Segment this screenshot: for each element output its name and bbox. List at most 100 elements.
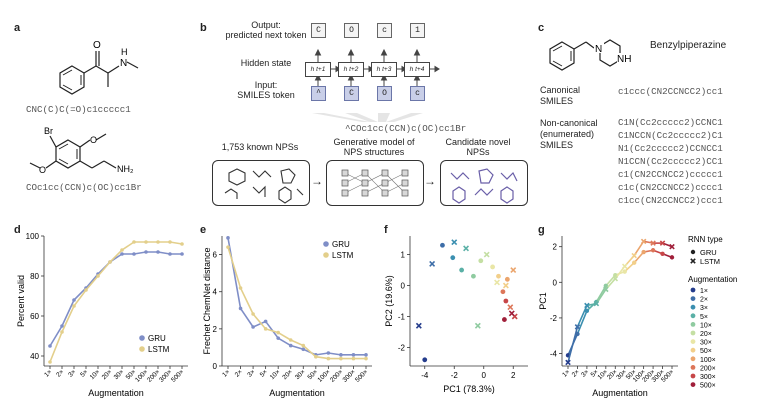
y-tick-label: 100 xyxy=(26,232,40,241)
input-token-1: ^ xyxy=(311,86,326,101)
output-row-label: Output: predicted next token xyxy=(225,20,307,40)
data-point xyxy=(650,240,656,246)
data-point xyxy=(288,343,293,348)
scatter-point xyxy=(494,279,500,286)
mol2-amine: NH₂ xyxy=(117,164,134,174)
scatter-point xyxy=(471,273,476,279)
known-nps-structures xyxy=(224,168,304,204)
data-point xyxy=(351,356,356,361)
y-axis-label: PC2 (19.6%) xyxy=(384,275,394,327)
legend-swatch-augmentation xyxy=(690,296,696,301)
scatter-point xyxy=(429,260,436,267)
scatter-point xyxy=(459,267,465,273)
noncanonical-smiles-4: N1CCN(Cc2ccccc2)CC1 xyxy=(618,156,723,167)
generative-model-box xyxy=(326,160,424,206)
mol2-bromine: Br xyxy=(44,126,53,136)
hidden-state-3: h t+3 xyxy=(371,62,397,77)
scatter-point xyxy=(440,242,445,248)
scatter-point xyxy=(478,258,484,264)
data-point xyxy=(288,338,293,342)
candidate-nps-caption: Candidate novel NPSs xyxy=(445,137,511,157)
x-tick-label: 5× xyxy=(590,368,600,378)
y-tick-label: 0 xyxy=(553,278,558,287)
flow-arrow-1: → xyxy=(311,174,323,188)
legend-title-augmentation: Augmentation xyxy=(688,275,737,284)
scatter-point xyxy=(451,239,458,246)
output-token-4: 1 xyxy=(410,23,425,38)
smiles-2cb: COc1cc(CCN)c(OC)cc1Br xyxy=(26,182,142,193)
y-tick-label: -1 xyxy=(398,312,406,321)
panel-letter-b: b xyxy=(200,22,207,34)
data-point xyxy=(593,300,600,307)
series-line-lstm xyxy=(49,241,183,363)
scatter-point xyxy=(496,273,501,279)
hidden-state-1: h t+1 xyxy=(305,62,331,77)
hidden-state-2: h t+2 xyxy=(338,62,364,77)
noncanonical-smiles-2: C1NCCN(Cc2ccccc2)C1 xyxy=(618,130,723,141)
x-tick-label: 300× xyxy=(342,368,357,383)
data-point xyxy=(120,248,124,252)
legend-label-augmentation: 200× xyxy=(700,365,716,372)
mol1-hydrogen: H xyxy=(121,47,128,57)
hidden-state-4: h t+4 xyxy=(404,62,430,77)
data-point xyxy=(180,242,184,246)
scatter-point xyxy=(502,282,509,289)
data-point xyxy=(326,356,331,361)
data-point xyxy=(603,283,609,289)
smiles-methcathinone: CNC(C)C(=O)c1ccccc1 xyxy=(26,104,131,115)
y-tick-label: 2 xyxy=(213,325,218,334)
legend-swatch-augmentation xyxy=(690,287,696,293)
candidate-nps-structures xyxy=(450,168,518,204)
mol2-oxygen-1: O xyxy=(90,135,97,145)
data-point xyxy=(72,298,76,302)
data-point xyxy=(48,344,52,348)
data-point xyxy=(364,353,368,357)
data-point xyxy=(669,255,675,260)
mol2-oxygen-2: O xyxy=(39,165,46,175)
data-point xyxy=(120,252,124,256)
panel-letter-a: a xyxy=(14,22,21,34)
legend-label-lstm: LSTM xyxy=(148,345,170,354)
data-point xyxy=(144,250,148,254)
data-point xyxy=(156,240,160,244)
data-point xyxy=(144,240,148,244)
y-tick-label: 60 xyxy=(30,312,39,321)
y-tick-label: 1 xyxy=(401,251,406,260)
panel-letter-d: d xyxy=(14,224,21,236)
data-point xyxy=(314,354,318,359)
input-row-label: Input: SMILES token xyxy=(237,80,295,100)
legend-label-augmentation: 5× xyxy=(700,314,708,321)
scatter-point xyxy=(510,267,517,274)
noncanonical-smiles-7: c1cc(CN2CCNCC2)ccc1 xyxy=(618,195,723,206)
series-segment xyxy=(567,326,579,363)
x-tick-label: 200× xyxy=(146,368,161,383)
x-axis-label: PC1 (78.3%) xyxy=(443,384,495,394)
x-axis-label: Augmentation xyxy=(88,388,144,398)
x-tick-label: 10× xyxy=(89,368,102,381)
x-tick-label: 100× xyxy=(134,368,149,383)
scatter-point xyxy=(474,322,481,329)
data-point xyxy=(631,260,637,265)
legend-label-augmentation: 1× xyxy=(700,288,708,295)
scatter-point xyxy=(450,255,456,261)
legend-label-gru: GRU xyxy=(332,240,350,249)
data-point xyxy=(180,252,184,256)
x-tick-label: 2× xyxy=(234,368,244,378)
noncanonical-label: Non-canonical (enumerated) SMILES xyxy=(540,118,598,150)
x-tick-label: 30× xyxy=(113,368,126,381)
x-tick-label: 1× xyxy=(561,368,571,378)
legend-label-augmentation: 50× xyxy=(700,348,712,355)
data-point xyxy=(326,351,331,355)
legend-swatch-augmentation xyxy=(690,365,696,370)
scatter-point xyxy=(508,310,515,317)
x-tick-label: 3× xyxy=(580,368,590,378)
legend-swatch-augmentation xyxy=(690,373,696,379)
x-tick-label: 30× xyxy=(294,368,307,381)
legend-label-augmentation: 2× xyxy=(700,297,708,304)
data-point xyxy=(226,245,230,249)
data-point xyxy=(251,312,255,316)
bzp-amine: NH xyxy=(617,54,631,65)
scatter-point xyxy=(500,289,506,295)
data-point xyxy=(641,249,646,255)
legend-label-augmentation: 100× xyxy=(700,357,716,364)
